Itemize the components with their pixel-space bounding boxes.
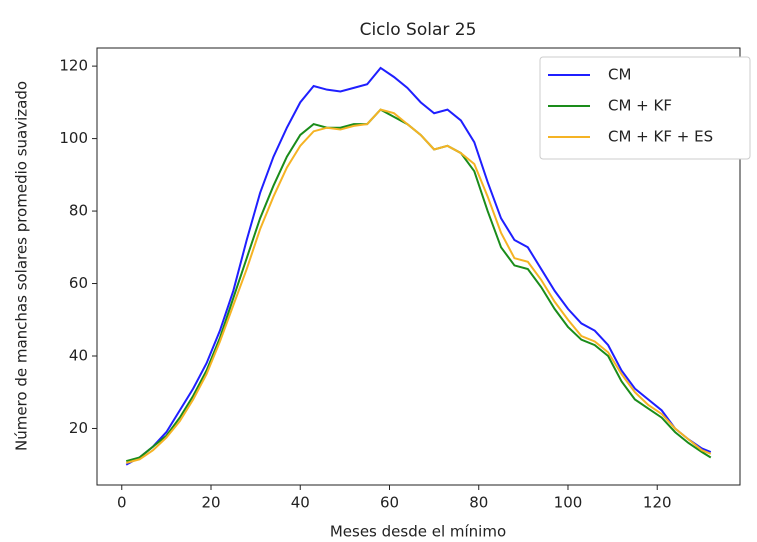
x-tick-label: 40: [291, 494, 310, 512]
y-tick-label: 80: [69, 202, 88, 220]
legend-label: CM + KF + ES: [608, 128, 713, 146]
x-tick-label: 60: [380, 494, 399, 512]
y-tick-label: 120: [59, 57, 88, 75]
legend-box: [539, 56, 751, 160]
plot-frame: [96, 47, 741, 486]
x-tick-label: 80: [469, 494, 488, 512]
x-tick-label: 20: [201, 494, 220, 512]
y-axis-label: Número de manchas solares promedio suavi…: [13, 81, 31, 451]
series-line: [125, 108, 712, 463]
chart-title: Ciclo Solar 25: [360, 20, 477, 40]
x-axis-label: Meses desde el mínimo: [330, 523, 506, 541]
x-tick-label: 100: [554, 494, 583, 512]
y-tick-label: 60: [69, 274, 88, 292]
y-tick-label: 100: [59, 129, 88, 147]
y-tick-label: 40: [69, 347, 88, 365]
legend-label: CM + KF: [608, 97, 672, 115]
x-tick-label: 0: [117, 494, 127, 512]
legend-label: CM: [608, 66, 631, 84]
y-tick-label: 20: [69, 419, 88, 437]
series-line: [125, 108, 712, 464]
x-tick-label: 120: [643, 494, 672, 512]
series-line: [125, 66, 712, 466]
